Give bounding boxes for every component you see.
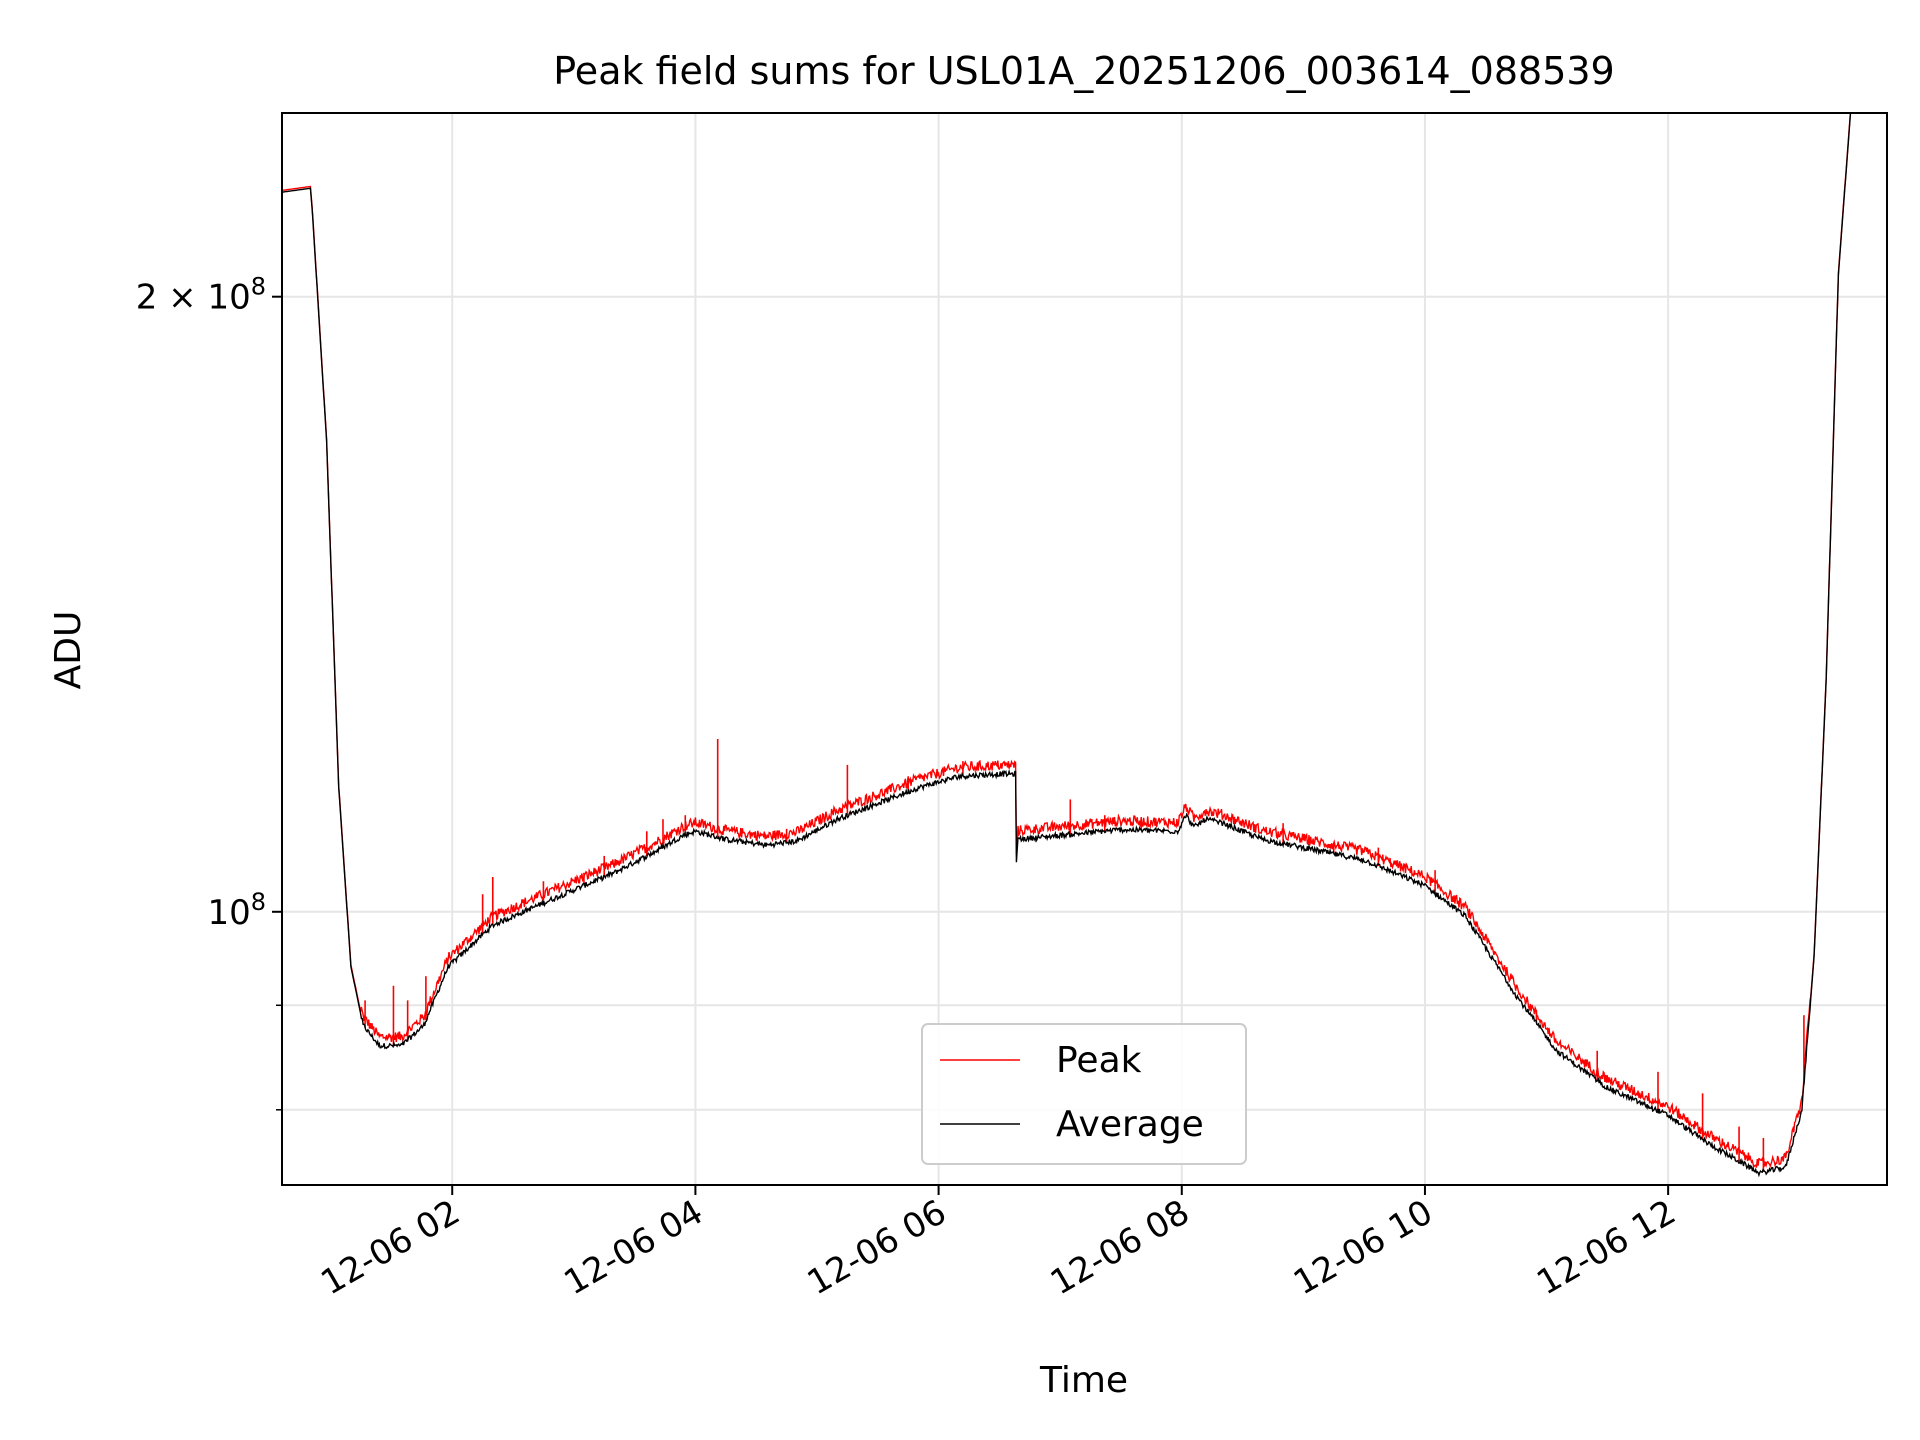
y-axis-ticks: 2 × 108 108 bbox=[136, 273, 282, 1111]
chart-title: Peak field sums for USL01A_20251206_0036… bbox=[553, 49, 1614, 93]
y-axis-label: ADU bbox=[48, 611, 89, 690]
y-tick-label: 108 bbox=[207, 888, 266, 933]
y-tick-label: 2 × 108 bbox=[136, 273, 266, 318]
series-average-line bbox=[282, 113, 1852, 1178]
gridlines bbox=[282, 113, 1887, 1185]
x-axis-label: Time bbox=[1039, 1360, 1128, 1401]
plot-area bbox=[282, 113, 1852, 1178]
legend-box bbox=[921, 1023, 1247, 1165]
legend: Peak Average bbox=[921, 1023, 1247, 1165]
legend-average-label: Average bbox=[1056, 1104, 1204, 1145]
axes-frame bbox=[281, 112, 1888, 1186]
legend-peak-label: Peak bbox=[1056, 1040, 1142, 1081]
series-layer bbox=[282, 113, 1852, 1178]
